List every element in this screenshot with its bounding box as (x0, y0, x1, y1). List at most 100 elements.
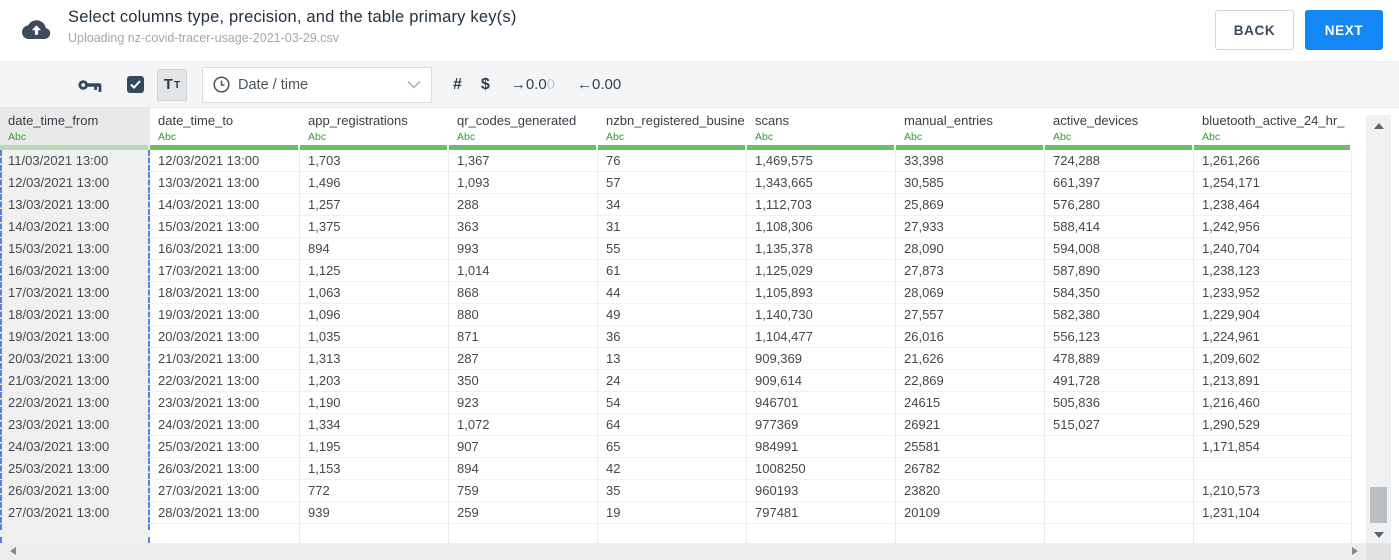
table-cell[interactable]: 1,125,029 (747, 260, 896, 281)
table-cell[interactable]: 1,367 (449, 150, 598, 171)
column-header-qr_codes_generated[interactable]: qr_codes_generated Abc (449, 108, 598, 150)
table-cell[interactable]: 35 (598, 480, 747, 501)
table-cell[interactable] (1045, 436, 1194, 457)
table-cell[interactable]: 33,398 (896, 150, 1045, 171)
table-cell[interactable]: 1,014 (449, 260, 598, 281)
table-cell[interactable]: 26782 (896, 458, 1045, 479)
table-cell[interactable]: 20109 (896, 502, 1045, 523)
table-cell[interactable]: 28/03/2021 13:00 (150, 502, 300, 523)
table-cell[interactable]: 1,135,378 (747, 238, 896, 259)
table-cell[interactable]: 57 (598, 172, 747, 193)
table-cell[interactable]: 15/03/2021 13:00 (150, 216, 300, 237)
table-cell[interactable]: 49 (598, 304, 747, 325)
table-cell[interactable]: 1,093 (449, 172, 598, 193)
table-cell[interactable]: 22/03/2021 13:00 (150, 370, 300, 391)
scroll-down-arrow-icon[interactable] (1374, 532, 1384, 538)
table-cell[interactable]: 22/03/2021 13:00 (0, 392, 150, 413)
table-cell[interactable]: 23/03/2021 13:00 (150, 392, 300, 413)
table-cell[interactable]: 993 (449, 238, 598, 259)
back-button[interactable]: BACK (1215, 10, 1294, 50)
table-cell[interactable]: 1008250 (747, 458, 896, 479)
table-cell[interactable]: 64 (598, 414, 747, 435)
table-cell[interactable]: 27,933 (896, 216, 1045, 237)
include-column-checkbox[interactable] (127, 76, 144, 93)
table-cell[interactable]: 26,016 (896, 326, 1045, 347)
table-cell[interactable]: 587,890 (1045, 260, 1194, 281)
table-cell[interactable]: 1,261,266 (1194, 150, 1352, 171)
table-cell[interactable]: 1,233,952 (1194, 282, 1352, 303)
table-cell[interactable]: 25,869 (896, 194, 1045, 215)
table-cell[interactable]: 23820 (896, 480, 1045, 501)
table-cell[interactable]: 1,063 (300, 282, 449, 303)
table-cell[interactable]: 25/03/2021 13:00 (0, 458, 150, 479)
table-cell[interactable]: 11/03/2021 13:00 (0, 150, 150, 171)
table-cell[interactable]: 939 (300, 502, 449, 523)
primary-key-icon[interactable] (78, 77, 103, 93)
table-cell[interactable]: 478,889 (1045, 348, 1194, 369)
table-cell[interactable]: 30,585 (896, 172, 1045, 193)
table-cell[interactable]: 772 (300, 480, 449, 501)
currency-type-icon[interactable]: $ (480, 75, 490, 93)
table-cell[interactable]: 13/03/2021 13:00 (0, 194, 150, 215)
table-cell[interactable]: 42 (598, 458, 747, 479)
table-cell[interactable]: 1,240,704 (1194, 238, 1352, 259)
table-cell[interactable]: 907 (449, 436, 598, 457)
table-cell[interactable]: 27/03/2021 13:00 (150, 480, 300, 501)
table-cell[interactable]: 724,288 (1045, 150, 1194, 171)
number-type-icon[interactable]: # (453, 75, 462, 93)
table-cell[interactable]: 25581 (896, 436, 1045, 457)
table-cell[interactable]: 582,380 (1045, 304, 1194, 325)
table-cell[interactable] (1045, 458, 1194, 479)
table-cell[interactable]: 1,469,575 (747, 150, 896, 171)
table-cell[interactable]: 588,414 (1045, 216, 1194, 237)
table-cell[interactable]: 76 (598, 150, 747, 171)
table-cell[interactable]: 576,280 (1045, 194, 1194, 215)
type-dropdown[interactable]: Date / time (202, 66, 432, 103)
table-cell[interactable]: 1,254,171 (1194, 172, 1352, 193)
table-cell[interactable]: 1,242,956 (1194, 216, 1352, 237)
table-cell[interactable]: 16/03/2021 13:00 (150, 238, 300, 259)
table-cell[interactable]: 288 (449, 194, 598, 215)
table-cell[interactable]: 22,869 (896, 370, 1045, 391)
column-header-bluetooth_active_24_hr_[interactable]: bluetooth_active_24_hr_ Abc (1194, 108, 1352, 150)
table-cell[interactable]: 1,112,703 (747, 194, 896, 215)
table-cell[interactable]: 61 (598, 260, 747, 281)
table-cell[interactable]: 1,216,460 (1194, 392, 1352, 413)
table-cell[interactable]: 880 (449, 304, 598, 325)
table-cell[interactable]: 1,195 (300, 436, 449, 457)
table-cell[interactable]: 1,238,123 (1194, 260, 1352, 281)
table-cell[interactable]: 19/03/2021 13:00 (0, 326, 150, 347)
table-cell[interactable]: 27,557 (896, 304, 1045, 325)
table-cell[interactable]: 923 (449, 392, 598, 413)
table-cell[interactable]: 26/03/2021 13:00 (150, 458, 300, 479)
table-cell[interactable]: 909,369 (747, 348, 896, 369)
table-cell[interactable]: 27/03/2021 13:00 (0, 502, 150, 523)
table-cell[interactable]: 24 (598, 370, 747, 391)
table-cell[interactable]: 24/03/2021 13:00 (150, 414, 300, 435)
table-cell[interactable]: 34 (598, 194, 747, 215)
table-cell[interactable]: 868 (449, 282, 598, 303)
table-cell[interactable]: 759 (449, 480, 598, 501)
table-cell[interactable]: 1,190 (300, 392, 449, 413)
table-cell[interactable]: 65 (598, 436, 747, 457)
table-cell[interactable]: 556,123 (1045, 326, 1194, 347)
table-cell[interactable]: 287 (449, 348, 598, 369)
table-cell[interactable]: 13/03/2021 13:00 (150, 172, 300, 193)
column-header-app_registrations[interactable]: app_registrations Abc (300, 108, 449, 150)
table-cell[interactable]: 21/03/2021 13:00 (0, 370, 150, 391)
table-cell[interactable]: 14/03/2021 13:00 (150, 194, 300, 215)
table-cell[interactable]: 491,728 (1045, 370, 1194, 391)
table-cell[interactable]: 1,210,573 (1194, 480, 1352, 501)
table-cell[interactable]: 12/03/2021 13:00 (150, 150, 300, 171)
table-cell[interactable]: 15/03/2021 13:00 (0, 238, 150, 259)
table-cell[interactable]: 960193 (747, 480, 896, 501)
table-cell[interactable]: 909,614 (747, 370, 896, 391)
vertical-scrollbar-thumb[interactable] (1370, 487, 1387, 523)
table-cell[interactable]: 36 (598, 326, 747, 347)
table-cell[interactable]: 259 (449, 502, 598, 523)
table-cell[interactable]: 23/03/2021 13:00 (0, 414, 150, 435)
table-cell[interactable]: 55 (598, 238, 747, 259)
table-cell[interactable] (1045, 502, 1194, 523)
table-cell[interactable]: 20/03/2021 13:00 (0, 348, 150, 369)
